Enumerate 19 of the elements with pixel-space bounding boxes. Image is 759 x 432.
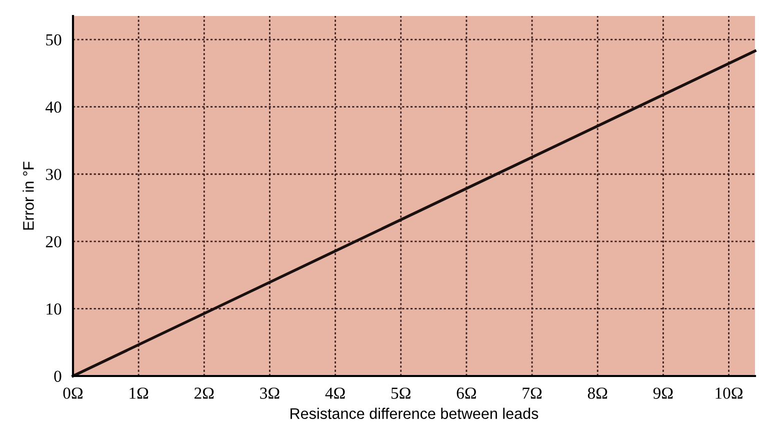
x-tick-label: 6Ω: [456, 388, 476, 399]
x-tick-label: 1Ω: [130, 388, 148, 399]
x-tick-label: 8Ω: [588, 388, 608, 399]
y-tick-label: 40: [46, 102, 62, 113]
x-axis-title: Resistance difference between leads: [290, 408, 538, 420]
x-tick-label: 2Ω: [194, 388, 214, 399]
x-tick-label: 3Ω: [260, 388, 280, 399]
y-axis-title: Error in °F: [22, 162, 34, 230]
y-tick-label: 50: [46, 34, 62, 46]
y-tick-label: 0: [54, 370, 62, 382]
y-tick-label: 10: [46, 303, 62, 315]
y-tick-label: 30: [46, 168, 62, 180]
y-tick-label: 20: [46, 236, 62, 248]
x-tick-label: 5Ω: [391, 388, 410, 399]
x-tick-label: 4Ω: [325, 388, 345, 399]
x-tick-label: 7Ω: [522, 388, 542, 399]
x-tick-label: 0Ω: [63, 388, 82, 399]
x-tick-label: 10Ω: [716, 388, 742, 399]
x-tick-label: 9Ω: [653, 388, 673, 399]
